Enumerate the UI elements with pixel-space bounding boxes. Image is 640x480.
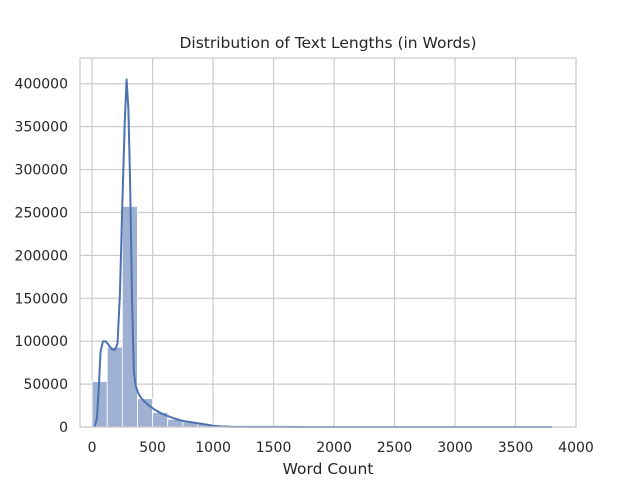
y-tick-label: 100000	[15, 334, 68, 350]
y-tick-label: 150000	[15, 291, 68, 307]
grid-lines	[80, 58, 577, 428]
x-tick-label: 1000	[195, 440, 231, 456]
y-tick-label: 200000	[15, 248, 68, 264]
histogram-bar	[106, 346, 123, 428]
y-tick-label: 250000	[15, 205, 68, 221]
x-tick-label: 4000	[558, 440, 594, 456]
histogram-bar	[121, 206, 138, 428]
y-tick-label: 50000	[23, 377, 68, 393]
x-tick-label: 0	[88, 440, 97, 456]
axes-spines	[79, 57, 577, 428]
x-tick-label: 3000	[437, 440, 473, 456]
x-tick-labels: 0 500 1000 1500 2000 2500 3000 3500 4000	[88, 440, 594, 456]
x-axis-label: Word Count	[283, 460, 374, 478]
y-tick-labels: 0 50000 100000 150000 200000 250000 300000 3500…	[15, 77, 68, 436]
y-tick-label: 400000	[15, 77, 68, 93]
x-tick-label: 2000	[316, 440, 352, 456]
plot-frame	[79, 57, 577, 428]
chart-title: Distribution of Text Lengths (in Words)	[179, 34, 476, 52]
y-tick-label: 0	[59, 420, 68, 436]
x-tick-label: 3500	[498, 440, 534, 456]
x-tick-label: 2500	[377, 440, 413, 456]
y-tick-label: 300000	[15, 163, 68, 179]
x-tick-label: 1500	[256, 440, 292, 456]
y-tick-label: 350000	[15, 120, 68, 136]
kde-curve	[93, 78, 552, 428]
x-tick-label: 500	[139, 440, 166, 456]
kde-curve-layer	[93, 78, 552, 428]
